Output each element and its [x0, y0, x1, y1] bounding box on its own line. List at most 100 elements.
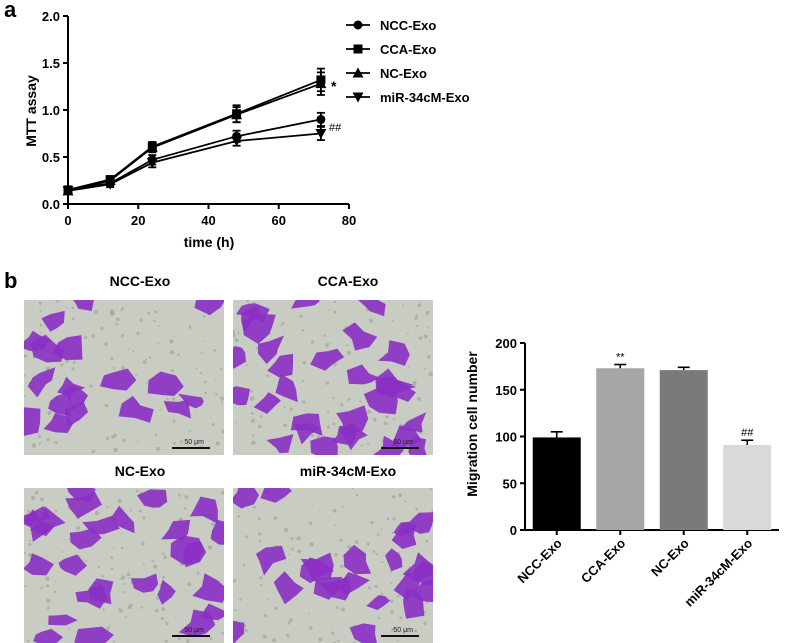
pore — [121, 306, 124, 310]
pore — [250, 418, 255, 423]
series-nc-exo — [62, 71, 327, 196]
pore — [71, 367, 75, 371]
pore — [318, 637, 323, 642]
pore — [53, 590, 56, 594]
pore — [366, 542, 370, 546]
pore — [383, 421, 388, 426]
pore — [266, 374, 269, 378]
stained-cell — [130, 573, 159, 593]
pore — [244, 628, 248, 633]
pore — [339, 538, 343, 542]
pore — [287, 621, 291, 625]
pore — [332, 422, 336, 426]
pore — [425, 310, 430, 315]
pore — [106, 505, 109, 509]
pore — [104, 342, 109, 346]
line-chart-y-tick-label: 0.5 — [42, 150, 60, 165]
pore — [391, 495, 396, 499]
pore — [259, 415, 263, 418]
micrograph-stain — [24, 488, 224, 643]
pore — [147, 312, 151, 315]
pore — [169, 350, 174, 355]
data-point — [315, 78, 327, 89]
pore — [301, 379, 305, 382]
pore — [157, 342, 160, 345]
pore — [290, 536, 294, 540]
pore — [140, 606, 143, 609]
legend-marker — [352, 92, 364, 103]
pore — [280, 324, 283, 327]
pore — [211, 522, 215, 527]
stained-cell — [293, 423, 321, 445]
pore — [108, 625, 111, 627]
pore — [252, 434, 255, 437]
pore — [324, 343, 330, 348]
stained-cell — [75, 584, 108, 609]
bar-chart-y-tick-label: 50 — [503, 476, 517, 491]
pore — [91, 449, 96, 454]
stained-cell — [343, 544, 372, 575]
stained-cell — [391, 425, 423, 449]
bar-chart-bars: ** ## — [532, 352, 772, 530]
pore — [115, 322, 119, 326]
pore — [235, 421, 237, 424]
pore — [369, 318, 374, 323]
stained-cell — [260, 488, 292, 503]
stained-cell — [317, 576, 352, 601]
pore — [187, 582, 192, 587]
pore — [377, 616, 381, 620]
pore — [188, 326, 192, 329]
pore — [129, 509, 133, 512]
pore — [406, 332, 409, 335]
pore — [154, 433, 158, 436]
bar-chart-x-tick-label: NCC-Exo — [514, 535, 564, 585]
stained-cell — [190, 496, 218, 524]
pore — [333, 310, 337, 314]
stained-cell — [30, 506, 66, 537]
legend-label: miR-34cM-Exo — [380, 90, 470, 105]
pore — [67, 359, 70, 362]
pore — [115, 317, 120, 322]
panel-label-b: b — [4, 268, 18, 293]
micrograph-cca-exo: 50 μm — [233, 300, 433, 455]
pore — [104, 403, 109, 408]
pore — [333, 300, 337, 304]
pore — [392, 319, 394, 322]
pore — [200, 352, 203, 355]
pore — [287, 553, 290, 556]
pore — [142, 360, 147, 365]
pore — [46, 584, 50, 588]
pore — [251, 412, 254, 415]
mtt-line-chart: 0.00.51.01.52.00 20 40 60 80 NCC-ExoCCA-ExoN… — [23, 9, 470, 250]
pore — [118, 609, 122, 613]
pore — [109, 309, 115, 314]
stained-cell — [111, 505, 135, 534]
pore — [354, 539, 359, 544]
pore — [179, 440, 184, 444]
bar — [532, 437, 581, 530]
pore — [220, 631, 224, 635]
scale-bar — [172, 447, 210, 449]
pore — [266, 598, 269, 601]
micrograph-stain — [233, 488, 433, 643]
pore — [164, 639, 168, 643]
pore — [250, 396, 255, 401]
scale-bar-label: 50 μm — [393, 627, 413, 634]
scale-bar-label: 50 μm — [184, 439, 204, 446]
pore — [72, 360, 76, 364]
stained-cell — [410, 512, 433, 534]
pore — [259, 576, 263, 580]
stained-cell — [27, 367, 56, 398]
pore — [120, 546, 124, 550]
legend-marker — [353, 44, 363, 54]
pore — [215, 393, 218, 396]
legend-marker — [352, 67, 364, 78]
stained-cell — [273, 571, 304, 605]
data-point — [231, 136, 243, 147]
pore — [258, 539, 262, 543]
pore — [366, 409, 372, 415]
pore — [91, 334, 95, 338]
pore — [110, 556, 114, 560]
micrograph-stain — [233, 300, 433, 455]
pore — [31, 443, 37, 448]
